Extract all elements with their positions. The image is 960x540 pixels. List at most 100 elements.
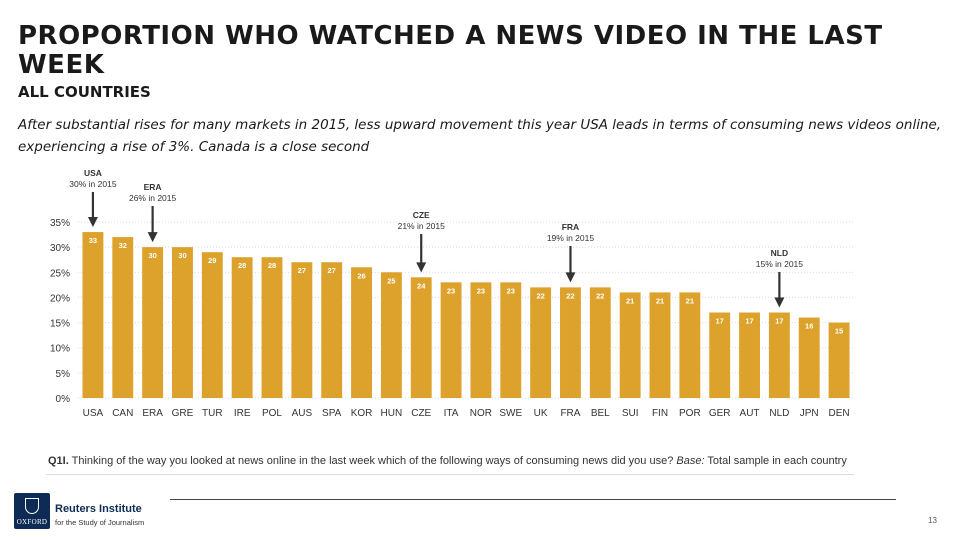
oxford-logo: OXFORD [14,493,50,529]
bar [261,257,283,398]
annotation-country: NLD [771,248,788,258]
footnote-label: Q1I. [48,455,69,467]
bar-value-label: 30 [148,251,156,260]
x-tick-label: AUS [292,408,313,419]
y-tick-label: 0% [56,394,71,405]
bar-value-label: 17 [745,317,753,326]
bar [530,287,552,398]
footnote-text: Thinking of the way you looked at news o… [71,455,674,467]
bar-value-label: 15 [835,327,843,336]
page-title: PROPORTION WHO WATCHED A NEWS VIDEO IN T… [18,21,883,80]
bar [112,237,134,398]
bar [828,322,850,398]
footnote-base-text: Total sample in each country [707,455,847,467]
bar [351,267,372,398]
x-tick-label: JPN [800,408,819,419]
annotation-note: 26% in 2015 [129,193,177,203]
bar-value-label: 22 [536,291,544,300]
bar-value-label: 23 [447,286,455,295]
x-axis-ticks: USA CAN ERA GRE TUR IRE POL AUS SPA KOR HUN CZE ITA N… [83,408,850,419]
bar [82,232,104,398]
x-tick-label: CZE [411,408,431,419]
bars [82,232,850,398]
bar [321,262,343,398]
annotation-arrow-head [147,232,158,243]
bar [739,312,760,398]
annotation-note: 19% in 2015 [547,233,595,243]
x-tick-label: USA [83,408,104,419]
annotation-note: 30% in 2015 [69,179,117,189]
x-tick-label: GER [709,408,731,419]
x-tick-label: NOR [470,408,492,419]
x-tick-label: KOR [351,408,373,419]
bar-value-label: 26 [357,271,365,280]
bar [142,247,164,398]
institute-name: Reuters Institute [55,503,142,515]
bar-value-label: 33 [89,236,97,245]
bar-value-label: 30 [178,251,186,260]
grid-lines [78,221,854,399]
y-tick-label: 30% [50,243,70,254]
description-text: After substantial rises for many markets… [18,117,942,155]
annotation-country: FRA [562,222,579,232]
y-tick-label: 15% [50,319,70,330]
bar-value-label: 22 [596,291,604,300]
crest-icon [25,498,39,514]
y-tick-label: 35% [50,218,70,229]
annotation-arrow-head [565,272,576,283]
x-tick-label: ERA [142,408,163,419]
bar-value-label: 24 [417,281,426,290]
bar-value-label: 27 [328,266,336,275]
x-tick-label: TUR [202,408,223,419]
bar [470,282,492,398]
bar [201,252,223,398]
bar [172,247,193,398]
page-number: 13 [928,516,937,525]
bar-value-label: 21 [656,296,664,305]
annotation-country: USA [84,168,102,178]
annotation-country: ERA [144,182,162,192]
footnote-divider [46,474,854,475]
bar [380,272,402,398]
footer-divider [170,499,896,500]
bar-value-label: 23 [507,286,515,295]
bar [291,262,313,398]
value-labels: 33 32 30 30 29 28 28 27 27 26 25 24 23 23 23 22 22 22 21 21… [89,236,843,336]
bar [589,287,611,398]
bar-value-label: 21 [626,296,634,305]
bar-value-label: 27 [298,266,306,275]
bar [410,277,432,398]
bar-value-label: 21 [686,296,694,305]
x-tick-label: AUT [740,408,760,419]
y-tick-label: 10% [50,344,70,355]
bar-value-label: 25 [387,276,395,285]
page-subtitle: ALL COUNTRIES [18,83,151,101]
bar-value-label: 28 [238,261,246,270]
x-tick-label: BEL [591,408,610,419]
bar [768,312,790,398]
x-tick-label: SWE [499,408,522,419]
annotation-country: CZE [413,210,430,220]
bar-value-label: 17 [716,317,724,326]
bar-value-label: 22 [566,291,574,300]
x-tick-label: SUI [622,408,639,419]
y-axis-ticks: 0% 5% 10% 15% 20% 25% 30% 35% [50,218,70,405]
bar [679,292,701,398]
x-tick-label: GRE [172,408,194,419]
x-tick-label: CAN [112,408,133,419]
bar [440,282,462,398]
bar [619,292,641,398]
footnote: Q1I. Thinking of the way you looked at n… [48,455,847,467]
x-tick-label: SPA [322,408,342,419]
x-tick-label: FRA [560,408,580,419]
x-tick-label: IRE [234,408,251,419]
bar [500,282,522,398]
bar-value-label: 16 [805,322,813,331]
y-tick-label: 25% [50,268,70,279]
x-tick-label: NLD [769,408,789,419]
logo-text: OXFORD [16,518,48,526]
annotation-arrow-head [87,217,98,228]
x-tick-label: FIN [652,408,668,419]
